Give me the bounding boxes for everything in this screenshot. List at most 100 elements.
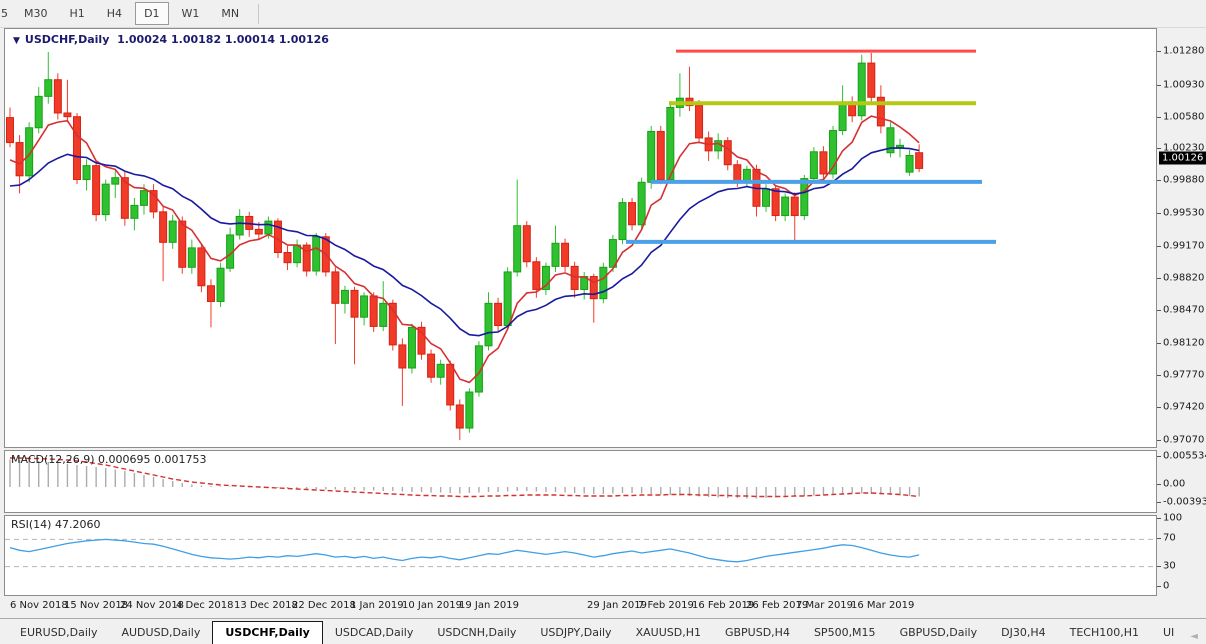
candle — [197, 244, 206, 293]
candle-body — [101, 183, 110, 216]
candle-body — [733, 164, 742, 182]
candle-body — [800, 178, 809, 217]
symbol-tab-sp500[interactable]: SP500,M15 — [813, 626, 876, 639]
rsi-axis-label: 0 — [1163, 580, 1170, 592]
candle-body — [809, 151, 818, 180]
candle-body — [551, 242, 560, 267]
symbol-tab-xauusd[interactable]: XAUUSD,H1 — [635, 626, 701, 639]
symbol-tab-gbpusd[interactable]: GBPUSD,Daily — [899, 626, 978, 639]
symbol-tab-usdchf[interactable]: USDCHF,Daily — [212, 621, 323, 644]
candle-body — [599, 266, 608, 300]
symbol-tab-usdjpy[interactable]: USDJPY,Daily — [540, 626, 612, 639]
candle — [886, 122, 895, 158]
candle — [455, 399, 464, 441]
candle-body — [819, 151, 828, 175]
date-axis-label: 22 Dec 2018 — [292, 600, 356, 611]
symbol-tab-audusd[interactable]: AUDUSD,Daily — [121, 626, 201, 639]
price-axis-label-tick — [1157, 440, 1161, 441]
toolbar-separator — [258, 3, 260, 24]
candle — [704, 131, 713, 162]
date-axis[interactable]: 6 Nov 2018 15 Nov 2018 24 Nov 2018 4 Dec 20… — [4, 597, 1157, 617]
rsi-panel[interactable]: RSI(14) 47.2060 — [4, 515, 1157, 596]
timeframe-button-m30[interactable]: M30 — [24, 7, 48, 20]
candle — [666, 100, 675, 184]
date-axis-label: 29 Jan 2019 — [587, 600, 647, 611]
candle-body — [618, 202, 627, 241]
candle — [513, 179, 522, 277]
candle — [551, 225, 560, 272]
candle — [130, 197, 139, 231]
candle — [111, 170, 120, 198]
candle-body — [130, 204, 139, 219]
candle-body — [838, 101, 847, 132]
price-axis-label-tick — [1157, 246, 1161, 247]
timeframe-button-h1[interactable]: H1 — [69, 7, 85, 20]
current-price-badge: 1.00126 — [1159, 151, 1206, 165]
candle-body — [436, 363, 445, 378]
price-axis-label-tick — [1157, 148, 1161, 149]
candle — [723, 137, 732, 171]
candle — [675, 73, 684, 117]
rsi-chart-canvas — [5, 538, 1156, 568]
symbol-tab-dj30[interactable]: DJ30,H4 — [1001, 626, 1046, 639]
candle — [790, 192, 799, 243]
price-axis-label-tick — [1157, 51, 1161, 52]
candle — [398, 338, 407, 406]
candle-body — [111, 177, 120, 185]
candlestick-chart-canvas[interactable] — [5, 29, 1156, 447]
symbol-tab-tech100[interactable]: TECH100,H1 — [1069, 626, 1139, 639]
candle — [340, 285, 349, 314]
timeframe-button-5[interactable]: 5 — [1, 7, 8, 20]
candle-body — [293, 244, 302, 264]
candle — [178, 216, 187, 274]
candle-body — [723, 140, 732, 166]
date-axis-label: 15 Nov 2018 — [64, 600, 129, 611]
candle — [293, 239, 302, 268]
rsi-axis-label-tick — [1157, 538, 1161, 539]
candle-body — [867, 62, 876, 98]
chart-dropdown-icon[interactable]: ▼ — [13, 36, 20, 46]
price-axis[interactable]: 1.01280 1.00930 1.00580 1.00230 0.99880 0.995… — [1157, 28, 1206, 618]
candle-body — [465, 391, 474, 429]
tab-scroll-right-icon[interactable]: ► — [1202, 629, 1206, 644]
symbol-tab-usdcnh[interactable]: USDCNH,Daily — [437, 626, 517, 639]
candle — [532, 257, 541, 298]
price-axis-label-tick — [1157, 180, 1161, 181]
candle — [120, 172, 129, 226]
candle — [541, 262, 550, 296]
price-axis-label-tick — [1157, 310, 1161, 311]
timeframe-button-mn[interactable]: MN — [221, 7, 240, 20]
rsi-label: RSI(14) 47.2060 — [11, 518, 100, 531]
candle-body — [666, 106, 675, 181]
candle — [82, 159, 91, 191]
candle-body — [15, 142, 24, 177]
candle-body — [455, 404, 464, 429]
symbol-tab-usdcad[interactable]: USDCAD,Daily — [334, 626, 414, 639]
tab-scroll-left-icon[interactable]: ◄ — [1190, 631, 1198, 642]
symbol-tab-gbpusd[interactable]: GBPUSD,H4 — [724, 626, 790, 639]
price-axis-label: 0.97770 — [1163, 369, 1205, 381]
date-axis-label: 10 Jan 2019 — [402, 600, 462, 611]
candle-body — [264, 220, 273, 235]
price-axis-label-tick — [1157, 375, 1161, 376]
symbol-tab-ui[interactable]: UI — [1162, 626, 1175, 639]
main-chart-panel[interactable]: ▼ USDCHF,Daily 1.00024 1.00182 1.00014 1.… — [4, 28, 1157, 448]
candle-body — [589, 276, 598, 300]
rsi-axis-label-tick — [1157, 586, 1161, 587]
candle — [407, 323, 416, 374]
candle — [388, 299, 397, 351]
candle-body — [771, 188, 780, 217]
symbol-tab-eurusd[interactable]: EURUSD,Daily — [20, 626, 98, 639]
candle-body — [340, 289, 349, 304]
rsi-value: 47.2060 — [54, 518, 101, 531]
timeframe-button-d1[interactable]: D1 — [135, 2, 169, 25]
timeframe-button-w1[interactable]: W1 — [181, 7, 200, 20]
candle-body — [302, 244, 311, 272]
price-axis-label: 0.99170 — [1163, 240, 1205, 252]
candle-body — [168, 220, 177, 243]
timeframe-button-h4[interactable]: H4 — [106, 7, 123, 20]
date-axis-label: 16 Feb 2019 — [692, 600, 755, 611]
macd-panel[interactable]: MACD(12,26,9) 0.000695 0.001753 — [4, 450, 1157, 513]
candle — [72, 112, 81, 185]
price-axis-label-tick — [1157, 117, 1161, 118]
